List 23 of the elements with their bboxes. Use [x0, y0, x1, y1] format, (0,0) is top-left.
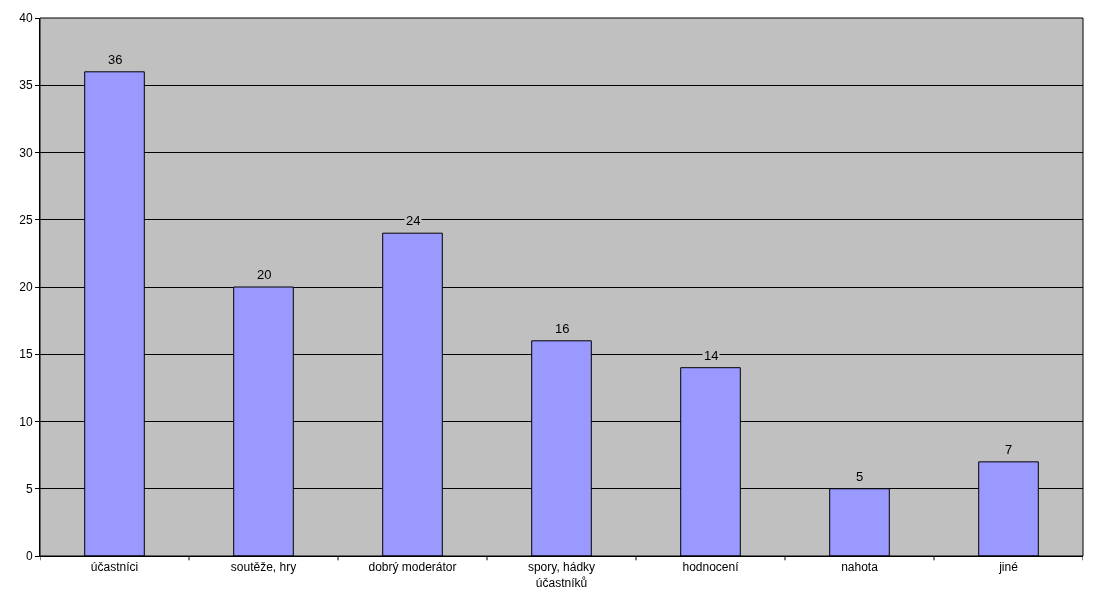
x-tick-label: nahota [841, 560, 879, 575]
data-label: 5 [856, 469, 864, 484]
x-tick-label: spory, hádky účastníků [527, 560, 596, 590]
data-label: 14 [704, 348, 719, 363]
y-tick-label: 5 [25, 481, 33, 496]
x-tick-label: jiné [998, 560, 1019, 575]
data-label: 24 [406, 213, 421, 228]
y-tick-label: 25 [19, 212, 33, 227]
y-tick-label: 20 [19, 280, 33, 295]
y-tick-label: 30 [19, 145, 33, 160]
data-label: 7 [1005, 442, 1013, 457]
y-tick-label: 35 [19, 78, 33, 93]
data-label: 16 [555, 321, 570, 336]
y-tick-label: 0 [25, 549, 33, 564]
x-tick-label: dobrý moderátor [368, 560, 457, 575]
y-tick-label: 10 [19, 414, 33, 429]
x-tick-label: účastníci [90, 560, 139, 575]
y-tick-label: 40 [19, 11, 33, 26]
x-tick-label: soutěže, hry [230, 560, 297, 575]
data-label: 20 [257, 267, 272, 282]
x-tick-label: hodnocení [682, 560, 740, 575]
data-label: 36 [108, 52, 123, 67]
y-tick-label: 15 [19, 347, 33, 362]
